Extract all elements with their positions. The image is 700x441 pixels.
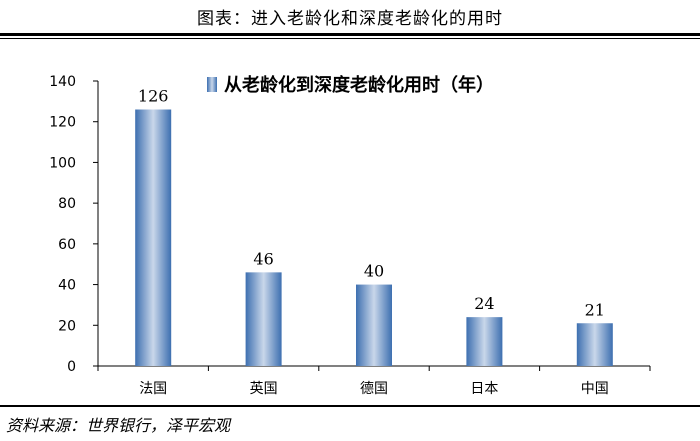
y-tick-label: 60 [58,237,76,253]
data-label: 46 [253,249,273,268]
chart-axes: 0 20 40 60 80 100 120 140 [49,74,651,375]
y-tick-label: 0 [67,359,76,375]
data-label: 126 [138,87,169,106]
y-tick-label: 120 [49,115,76,131]
category-label: 法国 [139,381,167,397]
y-tick-label: 100 [49,155,76,171]
page-title: 图表：进入老龄化和深度老龄化的用时 [197,9,503,29]
legend-swatch [207,77,217,92]
data-label: 24 [474,294,494,313]
source-note: 资料来源：世界银行，泽平宏观 [6,416,231,435]
bar [466,317,503,366]
bar [135,109,172,366]
data-label: 21 [585,300,605,319]
category-label: 日本 [470,381,498,397]
data-label: 40 [364,262,384,281]
bar-chart: 0 20 40 60 80 100 120 140 126 法国 46 英国 40 德国 24 日本 21 中国… [49,74,651,397]
chart-bars: 126 法国 46 英国 40 德国 24 日本 21 中国 [135,87,613,397]
bar [356,284,392,366]
chart-legend: 从老龄化到深度老龄化用时（年） [207,74,494,96]
legend-label: 从老龄化到深度老龄化用时（年） [224,74,494,96]
bar [245,272,282,366]
bar [576,323,613,366]
category-label: 中国 [581,381,609,397]
y-tick-label: 40 [58,278,76,294]
y-tick-label: 80 [58,196,76,212]
footer-divider [0,405,700,407]
y-tick-label: 20 [58,318,76,334]
y-tick-label: 140 [49,74,76,90]
category-label: 英国 [250,380,278,397]
category-label: 德国 [360,381,388,397]
title-divider [0,33,700,39]
